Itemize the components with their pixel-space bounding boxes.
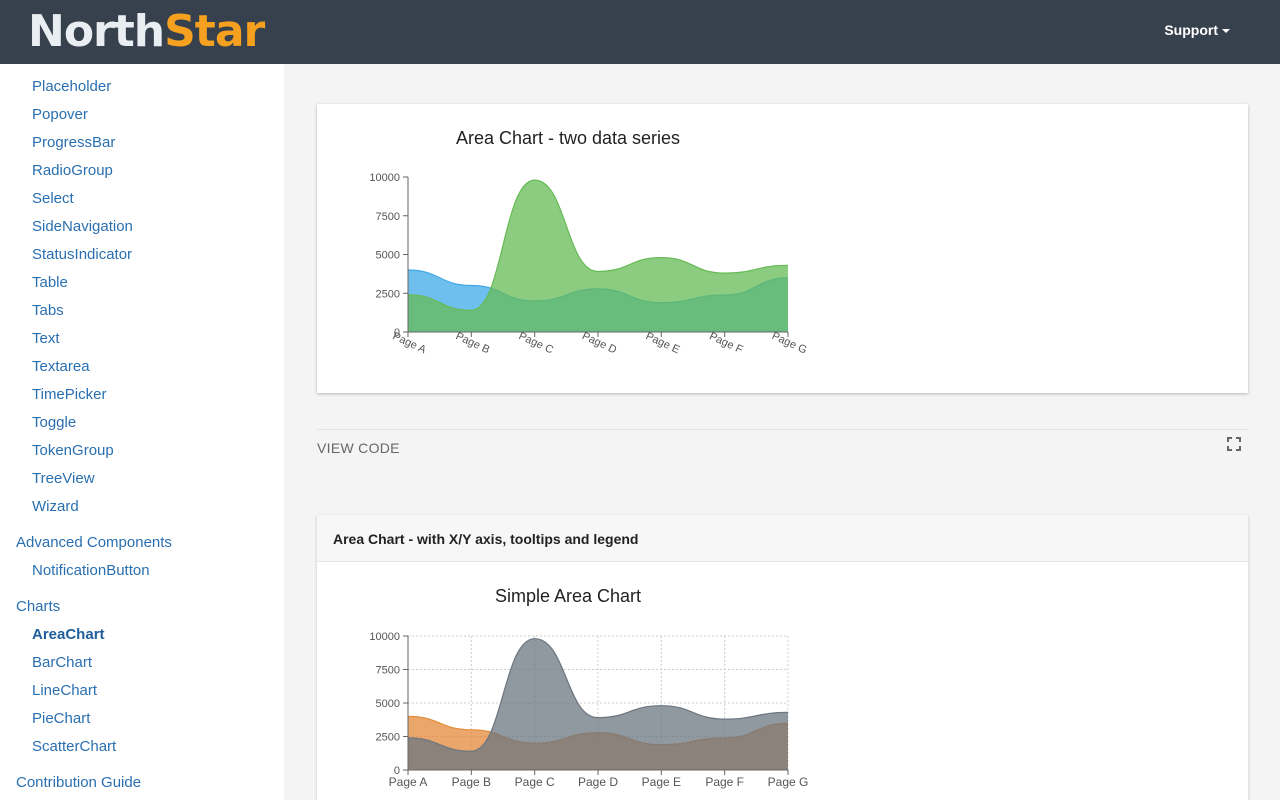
main-content: Area Chart - two data series 0 2500 5000 750… xyxy=(284,64,1280,800)
x-tick-label: Page F xyxy=(707,330,744,356)
x-tick-label: Page D xyxy=(580,330,618,356)
y-tick-label: 2500 xyxy=(376,732,400,744)
y-tick-label: 7500 xyxy=(376,211,400,223)
y-tick-label: 0 xyxy=(394,327,400,339)
sidebar-group-contribution-guide[interactable]: Contribution Guide xyxy=(16,774,142,791)
x-tick-label: Page C xyxy=(517,330,555,356)
simple-area-chart: Simple Area Chart 0 2500 5000 7500 10000 Page … xyxy=(369,586,809,789)
sidebar-item-select[interactable]: Select xyxy=(32,190,74,207)
y-tick-label: 5000 xyxy=(376,698,400,710)
support-label: Support xyxy=(1164,22,1218,38)
logo-star: Star xyxy=(164,6,265,57)
area-chart-two-series: Area Chart - two data series 0 2500 5000 750… xyxy=(369,128,809,357)
sidebar-group-charts[interactable]: Charts xyxy=(16,598,61,615)
y-tick-label: 0 xyxy=(394,765,400,777)
side-navigation: Placeholder Popover ProgressBar RadioGroup S… xyxy=(0,64,284,800)
sidebar-item-text[interactable]: Text xyxy=(32,330,60,347)
area-chart-two-series-card: Area Chart - two data series 0 2500 5000 750… xyxy=(317,104,1248,393)
support-menu[interactable]: Support xyxy=(1164,22,1230,38)
x-tick-label: Page E xyxy=(642,775,681,789)
x-tick-label: Page D xyxy=(578,775,618,789)
divider xyxy=(317,429,1248,430)
series-line-2 xyxy=(407,638,789,752)
x-tick-label: Page G xyxy=(768,775,809,789)
series-line-2 xyxy=(407,179,789,311)
x-tick-label: Page A xyxy=(389,775,428,789)
y-tick-label: 5000 xyxy=(376,250,400,262)
card-title: Area Chart - with X/Y axis, tooltips and… xyxy=(333,531,639,547)
x-tick-label: Page G xyxy=(770,330,809,357)
x-tick-label: Page C xyxy=(515,775,555,789)
sidebar-item-tabs[interactable]: Tabs xyxy=(32,302,64,319)
y-tick-label: 10000 xyxy=(369,172,400,184)
sidebar-item-timepicker[interactable]: TimePicker xyxy=(32,386,107,403)
sidebar-item-statusindicator[interactable]: StatusIndicator xyxy=(32,246,133,263)
series-area-2 xyxy=(408,180,788,332)
sidebar-item-tokengroup[interactable]: TokenGroup xyxy=(32,442,114,459)
y-tick-label: 2500 xyxy=(376,288,400,300)
chart-title: Area Chart - two data series xyxy=(456,128,680,148)
sidebar-item-placeholder[interactable]: Placeholder xyxy=(32,78,112,95)
sidebar-item-wizard[interactable]: Wizard xyxy=(32,498,79,515)
sidebar-item-textarea[interactable]: Textarea xyxy=(32,358,90,375)
simple-area-chart-card: Area Chart - with X/Y axis, tooltips and… xyxy=(317,515,1248,800)
sidebar-item-progressbar[interactable]: ProgressBar xyxy=(32,134,116,151)
sidebar-item-treeview[interactable]: TreeView xyxy=(32,470,95,487)
sidebar-group-advanced-components[interactable]: Advanced Components xyxy=(16,534,172,551)
x-tick-label: Page A xyxy=(391,330,429,356)
northstar-logo[interactable]: NorthStar xyxy=(28,6,265,58)
sidebar-item-table[interactable]: Table xyxy=(32,274,68,291)
chart-title: Simple Area Chart xyxy=(495,586,641,606)
fullscreen-icon[interactable] xyxy=(1227,437,1241,451)
sidebar-item-areachart[interactable]: AreaChart xyxy=(32,626,105,643)
series-area-2 xyxy=(408,638,788,770)
card-header: Area Chart - with X/Y axis, tooltips and… xyxy=(317,515,1248,562)
y-tick-label: 10000 xyxy=(369,631,400,643)
x-tick-label: Page B xyxy=(452,775,491,789)
logo-north: North xyxy=(28,6,165,57)
sidebar-item-barchart[interactable]: BarChart xyxy=(32,654,93,671)
sidebar-item-toggle[interactable]: Toggle xyxy=(32,414,77,431)
caret-down-icon xyxy=(1222,29,1230,34)
x-tick-label: Page B xyxy=(454,330,492,356)
y-tick-label: 7500 xyxy=(376,665,400,677)
top-bar: NorthStar Support xyxy=(0,0,1280,64)
sidebar-item-sidenavigation[interactable]: SideNavigation xyxy=(32,218,133,235)
x-tick-label: Page F xyxy=(705,775,744,789)
sidebar-item-popover[interactable]: Popover xyxy=(32,106,88,123)
sidebar-item-notificationbutton[interactable]: NotificationButton xyxy=(32,562,150,579)
x-tick-label: Page E xyxy=(644,330,682,356)
sidebar-item-radiogroup[interactable]: RadioGroup xyxy=(32,162,113,179)
view-code-button[interactable]: VIEW CODE xyxy=(317,440,400,456)
sidebar-item-scatterchart[interactable]: ScatterChart xyxy=(32,738,117,755)
sidebar-item-linechart[interactable]: LineChart xyxy=(32,682,98,699)
sidebar-item-piechart[interactable]: PieChart xyxy=(32,710,91,727)
